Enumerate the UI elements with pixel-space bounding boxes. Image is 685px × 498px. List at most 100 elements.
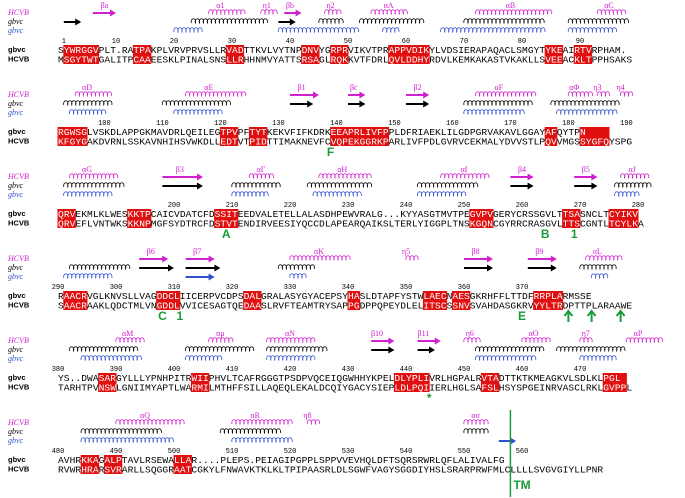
helix xyxy=(161,100,231,107)
helix xyxy=(567,18,629,25)
ss-label: αO xyxy=(529,329,539,338)
ruler-number: 170 xyxy=(504,120,517,128)
ruler-number: 270 xyxy=(574,202,587,210)
helix xyxy=(620,91,634,98)
ss-label: βa xyxy=(101,1,109,10)
conserved-box xyxy=(422,291,448,310)
strand-head xyxy=(289,18,296,26)
annotation: B xyxy=(541,227,550,241)
strand-head xyxy=(388,337,395,345)
ruler-number: 180 xyxy=(562,120,575,128)
ruler-number: 540 xyxy=(400,448,413,456)
helix xyxy=(625,337,663,344)
row-name: HCVB xyxy=(8,464,30,473)
strand-head xyxy=(591,173,598,181)
helix xyxy=(219,428,281,435)
row-name: gbvc xyxy=(8,455,26,464)
strand-head xyxy=(510,437,517,445)
conserved-box xyxy=(80,455,100,474)
track-label: gbvc xyxy=(8,181,24,190)
track-label: gbvc xyxy=(8,17,24,26)
annotation: 1 xyxy=(571,227,578,241)
row-name: HCVB xyxy=(8,382,30,391)
annotation: F xyxy=(327,145,334,159)
helix xyxy=(463,337,481,344)
track-label: HCVB xyxy=(7,254,29,263)
conserved-box xyxy=(57,209,76,228)
conserved-box xyxy=(301,45,320,64)
ruler-number: 210 xyxy=(226,202,239,210)
helix xyxy=(318,18,344,25)
ruler-number: 220 xyxy=(284,202,297,210)
helix xyxy=(318,173,372,180)
ss-label: αN xyxy=(285,329,295,338)
ss-label: αF xyxy=(494,83,503,92)
ruler-number: 190 xyxy=(620,120,633,128)
ruler-number: 370 xyxy=(516,284,529,292)
track-label: gbvc xyxy=(8,190,24,199)
strand-head xyxy=(527,173,534,181)
track-label: HCVB xyxy=(7,336,29,345)
conserved-box xyxy=(388,45,430,64)
green-arrow xyxy=(615,309,626,322)
track-label: gbvc xyxy=(8,272,24,281)
strand-head xyxy=(550,264,557,272)
conserved-box xyxy=(533,291,564,310)
ss-label: η1 xyxy=(263,1,271,10)
helix xyxy=(115,419,185,426)
sequence: QRVEFLVNTWKSKKNPMGFSYDTRCFDSTVTENDIRVEES… xyxy=(58,218,644,229)
ss-label: αR xyxy=(250,411,260,420)
ruler-number: 130 xyxy=(272,120,285,128)
helix xyxy=(80,428,162,435)
ruler-number: 40 xyxy=(286,38,294,46)
helix xyxy=(579,355,617,362)
ruler-number: 470 xyxy=(574,366,587,374)
ruler-number: 430 xyxy=(342,366,355,374)
ss-label: β6 xyxy=(147,247,155,256)
strand-head xyxy=(197,182,203,190)
strand-head xyxy=(75,18,82,26)
conserved-box xyxy=(602,373,627,392)
track-label: HCVB xyxy=(7,418,29,427)
helix xyxy=(266,346,328,353)
strand-head xyxy=(295,9,302,17)
helix xyxy=(185,355,223,362)
ruler-number: 120 xyxy=(214,120,227,128)
strand-head xyxy=(359,91,366,99)
helix xyxy=(277,264,315,271)
helix xyxy=(208,337,234,344)
helix xyxy=(596,91,610,98)
conserved-box xyxy=(544,45,564,64)
annotation: A xyxy=(222,227,231,241)
sequence: SYWRGGVPLT.RATPAKPLVRVPRVSLLRVADTTKVLVYT… xyxy=(58,45,626,56)
helix xyxy=(306,419,320,426)
helix xyxy=(74,91,112,98)
helix xyxy=(289,255,351,262)
helix xyxy=(585,255,623,262)
helix xyxy=(614,191,640,198)
helix xyxy=(266,337,316,344)
strand-head xyxy=(168,264,174,272)
ruler-number: 490 xyxy=(110,448,123,456)
row-name: gbvc xyxy=(8,209,26,218)
ruler-number: 250 xyxy=(458,202,471,210)
helix xyxy=(80,355,142,362)
strand-head xyxy=(162,255,169,263)
helix xyxy=(579,264,617,271)
ss-label: αI xyxy=(461,165,468,174)
conserved-box xyxy=(330,45,349,64)
ss-label: η4 xyxy=(617,83,625,92)
ss-label: αD xyxy=(82,83,92,92)
helix xyxy=(63,191,113,198)
helix xyxy=(550,100,620,107)
ss-label: αQ xyxy=(140,411,150,420)
ruler-number: 140 xyxy=(330,120,343,128)
ss-label: αK xyxy=(314,247,324,256)
ruler-number: 80 xyxy=(518,38,526,46)
conserved-box xyxy=(225,45,245,64)
strand-head xyxy=(388,346,395,354)
conserved-box xyxy=(103,455,123,474)
ruler-number: 480 xyxy=(52,448,65,456)
conserved-box xyxy=(469,209,494,228)
